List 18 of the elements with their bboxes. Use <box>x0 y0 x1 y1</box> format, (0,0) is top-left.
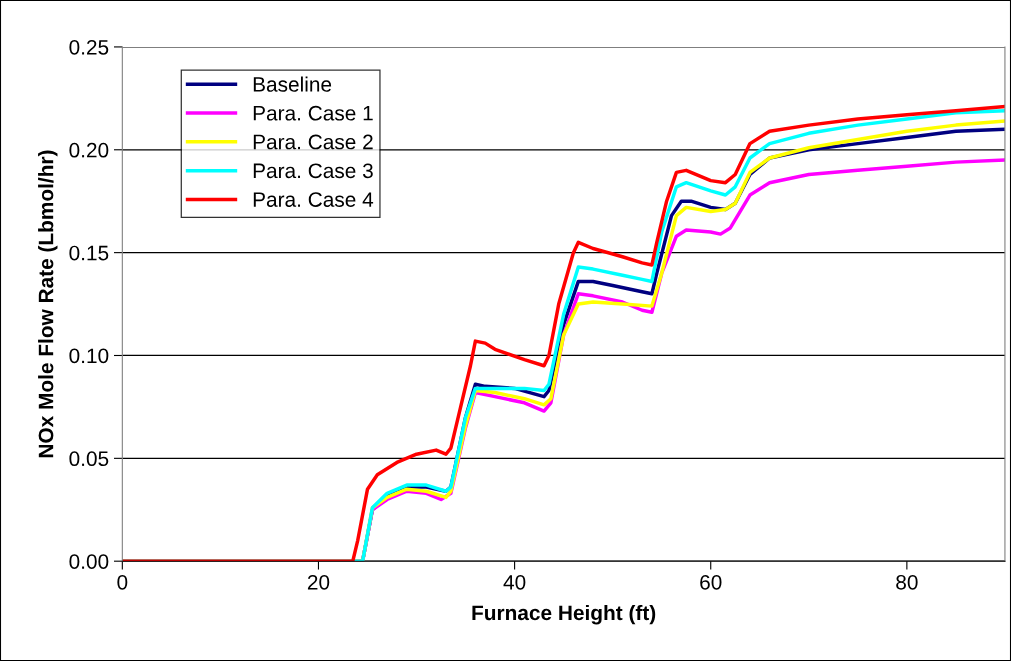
x-axis-title: Furnace Height (ft) <box>472 604 656 625</box>
x-tick-label: 40 <box>503 574 526 590</box>
y-tick-label: 0.00 <box>69 554 109 569</box>
x-tick-label: 20 <box>307 574 330 590</box>
y-tick-label: 0.25 <box>69 39 109 55</box>
y-tick-label: 0.20 <box>69 142 109 158</box>
y-axis-title: NOx Mole Flow Rate (Lbmol/hr) <box>38 150 58 458</box>
legend-label: Para. Case 3 <box>253 163 373 179</box>
legend-label: Para. Case 1 <box>253 105 373 121</box>
legend-label: Para. Case 4 <box>253 192 374 207</box>
x-tick-label: 0 <box>117 574 128 590</box>
legend-label: Baseline <box>253 76 332 92</box>
y-tick-label: 0.10 <box>69 348 109 364</box>
x-tick-label: 80 <box>896 574 918 590</box>
y-tick-label: 0.05 <box>69 451 109 467</box>
x-tick-label: 60 <box>700 574 722 590</box>
legend-label: Para. Case 2 <box>253 134 373 150</box>
y-tick-label: 0.15 <box>69 245 109 261</box>
